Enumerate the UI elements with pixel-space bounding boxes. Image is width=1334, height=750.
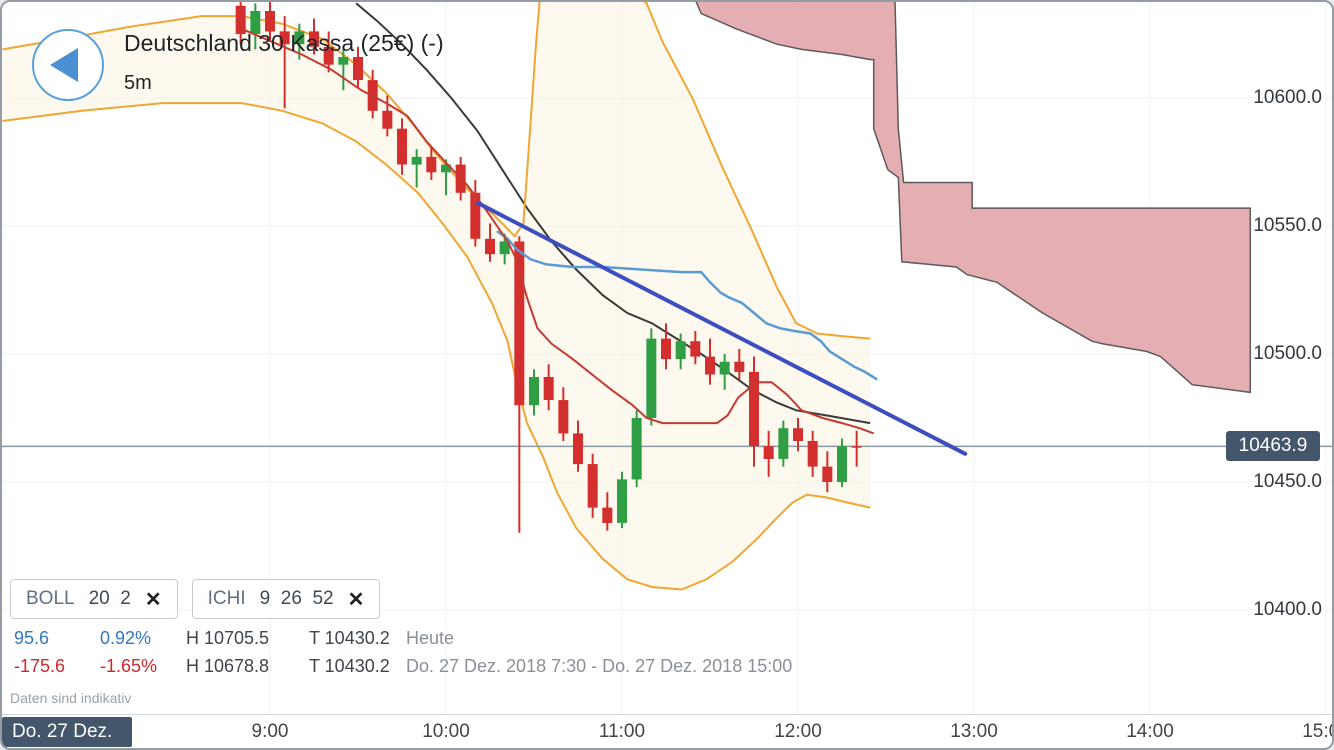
back-icon	[50, 48, 78, 82]
time-tick-label: 12:00	[774, 721, 822, 742]
indicator-name: ICHI	[207, 588, 246, 609]
candle-body	[763, 446, 774, 459]
current-price-badge: 10463.9	[1226, 431, 1320, 462]
indicator-params: 20 2	[88, 588, 131, 609]
candle-body	[807, 441, 818, 467]
ichimoku-cloud	[695, 2, 1252, 394]
indicator-name: BOLL	[26, 588, 75, 609]
indicator-params: 9 26 52	[259, 588, 334, 609]
period-label: Do. 27 Dez. 2018 7:30 - Do. 27 Dez. 2018…	[406, 656, 793, 676]
candle-body	[749, 371, 759, 447]
close-icon[interactable]: ✕	[144, 588, 162, 611]
quote-stats: 95.6 0.92% H 10705.5 T 10430.2 Heute -17…	[2, 628, 1332, 684]
candle-body	[441, 164, 451, 173]
indicator-chip-boll[interactable]: BOLL 20 2 ✕	[10, 579, 178, 619]
candle-body	[690, 341, 701, 357]
back-button[interactable]	[32, 29, 104, 101]
indicator-chip-ichi[interactable]: ICHI 9 26 52 ✕	[191, 579, 381, 619]
stats-row-range: -175.6 -1.65% H 10678.8 T 10430.2 Do. 27…	[2, 656, 1332, 684]
tenkan-line	[241, 27, 875, 435]
time-tick-label: 15:00	[1302, 721, 1332, 742]
candle-body	[279, 31, 290, 45]
candle-body	[602, 507, 613, 523]
candle-body	[529, 377, 539, 406]
candle-body	[338, 57, 349, 65]
candle-body	[661, 338, 671, 360]
candle-body	[353, 57, 363, 80]
candle-body	[382, 110, 393, 129]
trendline[interactable]	[475, 200, 968, 456]
bollinger-lower-line	[2, 102, 871, 591]
candle-body	[411, 156, 422, 165]
candle-body	[822, 466, 833, 482]
time-tick-label: 11:00	[598, 721, 646, 742]
candle-body	[543, 377, 554, 400]
candle-body	[631, 418, 642, 480]
candle-body	[470, 192, 481, 239]
candle-body	[397, 128, 407, 165]
candle-body	[426, 156, 437, 173]
stats-row-today: 95.6 0.92% H 10705.5 T 10430.2 Heute	[2, 628, 1332, 656]
candle-body	[617, 479, 627, 523]
change-absolute: 95.6	[14, 628, 50, 648]
session-high: H 10705.5	[186, 628, 270, 648]
disclaimer-text: Daten sind indikativ	[10, 690, 132, 706]
candle-body	[837, 446, 847, 482]
instrument-title: Deutschland 30 Kassa (25€) (-)	[124, 30, 444, 56]
kijun-line	[496, 230, 878, 381]
time-tick-label: 14:00	[1126, 721, 1174, 742]
bollinger-upper-line	[2, 2, 871, 340]
candle-body	[514, 241, 525, 406]
timeframe-label: 5m	[124, 72, 152, 94]
time-axis: Do. 27 Dez. 9:00 10:00 11:00 12:00 13:00 14:0…	[2, 714, 1332, 748]
session-low: T 10430.2	[309, 656, 390, 676]
indicator-chips: BOLL 20 2 ✕ ICHI 9 26 52 ✕	[10, 579, 381, 619]
candle-body	[705, 356, 715, 375]
candle-body	[573, 433, 583, 465]
candle-body	[851, 446, 862, 448]
candle-body	[250, 11, 261, 34]
time-tick-label: 9:00	[251, 721, 289, 742]
change-absolute: -175.6	[14, 656, 66, 676]
date-badge: Do. 27 Dez.	[2, 717, 132, 747]
candle-body	[793, 428, 803, 441]
candle-body	[558, 400, 569, 434]
candle-body	[734, 361, 745, 372]
candle-body	[675, 341, 686, 360]
session-low: T 10430.2	[309, 628, 390, 648]
candle-body	[485, 238, 495, 255]
candle-body	[323, 46, 334, 65]
bollinger-band-fill	[2, 2, 871, 590]
time-tick-label: 10:00	[422, 721, 470, 742]
candle-body	[587, 464, 598, 508]
session-high: H 10678.8	[186, 656, 270, 676]
candle-body	[499, 241, 510, 255]
candle-body	[778, 428, 789, 459]
candle-body	[309, 31, 319, 47]
close-icon[interactable]: ✕	[347, 588, 365, 611]
bollinger-middle-line	[355, 2, 871, 425]
candle-body	[235, 5, 246, 35]
time-tick-label: 13:00	[950, 721, 998, 742]
period-label: Heute	[406, 628, 455, 648]
change-percent: 0.92%	[100, 628, 152, 648]
candle-body	[265, 11, 275, 32]
candle-body	[719, 361, 730, 375]
candle-body	[646, 338, 657, 418]
candle-body	[294, 31, 305, 45]
change-percent: -1.65%	[100, 656, 158, 676]
